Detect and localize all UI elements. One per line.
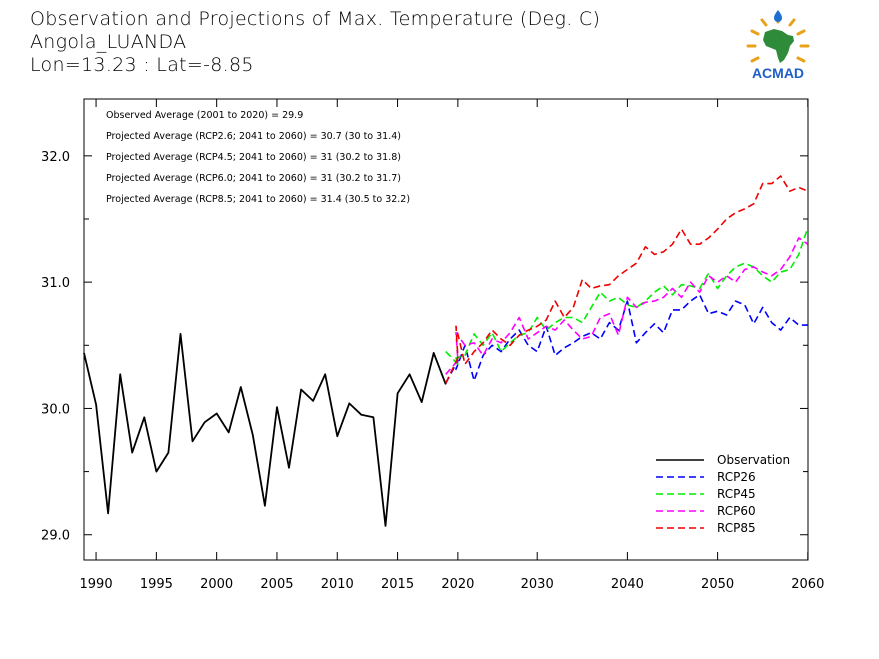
logo-drop-icon xyxy=(774,10,782,22)
annotations: Observed Average (2001 to 2020) = 29.9 P… xyxy=(106,110,410,205)
series-line-observation xyxy=(83,332,447,527)
x-tick-label: 2005 xyxy=(260,577,293,592)
series-line-rcp45 xyxy=(445,227,809,366)
y-tick-label: 30.0 xyxy=(41,402,70,417)
x-tick-label: 2015 xyxy=(381,577,414,592)
chart-title-block: Observation and Projections of Max. Temp… xyxy=(30,8,600,77)
annotation-rcp45-average: Projected Average (RCP4.5; 2041 to 2060)… xyxy=(106,152,401,163)
y-axis: 29.0 30.0 31.0 32.0 xyxy=(41,150,808,544)
legend-label: RCP26 xyxy=(717,470,756,484)
y-tick-label: 32.0 xyxy=(41,150,70,165)
chart-title: Observation and Projections of Max. Temp… xyxy=(30,8,601,30)
y-tick-label: 29.0 xyxy=(41,529,70,544)
x-tick-label: 1995 xyxy=(140,577,173,592)
series-layer xyxy=(83,175,809,527)
annotation-observed-average: Observed Average (2001 to 2020) = 29.9 xyxy=(106,110,303,121)
legend-label: RCP60 xyxy=(717,504,756,518)
x-axis: 1990 1995 2000 2005 2010 2015 2020 2030 2040 2050… xyxy=(80,99,824,592)
annotation-rcp60-average: Projected Average (RCP6.0; 2041 to 2060)… xyxy=(106,173,401,184)
x-tick-label: 2020 xyxy=(441,577,474,592)
x-tick-label: 1990 xyxy=(80,577,113,592)
station-coordinates: Lon=13.23 : Lat=-8.85 xyxy=(30,54,254,76)
series-line-rcp85 xyxy=(445,175,809,384)
station-name: Angola_LUANDA xyxy=(30,31,187,53)
annotation-rcp26-average: Projected Average (RCP2.6; 2041 to 2060)… xyxy=(106,131,401,142)
legend-label: RCP45 xyxy=(717,487,756,501)
legend-label: Observation xyxy=(717,453,790,467)
legend: Observation RCP26 RCP45 RCP60 RCP85 xyxy=(656,453,790,535)
acmad-logo: ACMAD xyxy=(746,10,810,81)
plot-area-frame xyxy=(83,98,809,561)
legend-label: RCP85 xyxy=(717,521,756,535)
logo-africa-icon xyxy=(763,29,794,63)
logo-text: ACMAD xyxy=(752,65,804,81)
x-tick-label: 2000 xyxy=(200,577,233,592)
x-tick-label: 2050 xyxy=(701,577,734,592)
series-line-rcp26 xyxy=(445,293,808,384)
x-tick-label: 2040 xyxy=(611,577,644,592)
series-line-rcp60 xyxy=(445,237,809,375)
x-tick-label: 2030 xyxy=(521,577,554,592)
y-tick-label: 31.0 xyxy=(41,276,70,291)
x-tick-label: 2060 xyxy=(791,577,824,592)
x-tick-label: 2010 xyxy=(321,577,354,592)
annotation-rcp85-average: Projected Average (RCP8.5; 2041 to 2060)… xyxy=(106,194,410,205)
logo-sun-rays-icon xyxy=(746,14,810,63)
